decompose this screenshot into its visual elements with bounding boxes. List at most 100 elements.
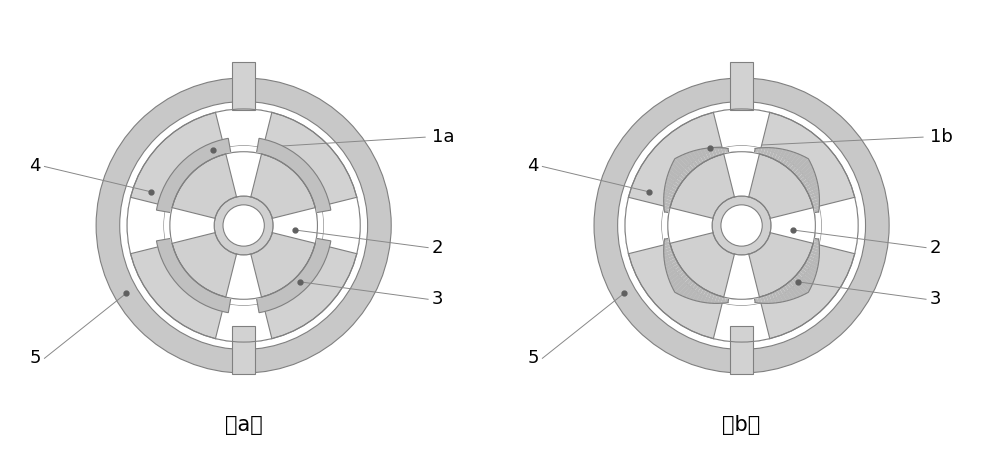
Wedge shape	[813, 241, 820, 246]
Wedge shape	[686, 152, 699, 167]
Wedge shape	[682, 153, 696, 169]
Wedge shape	[724, 151, 760, 197]
Wedge shape	[226, 254, 262, 300]
Wedge shape	[689, 151, 701, 166]
Bar	[232, 326, 255, 374]
Wedge shape	[760, 296, 765, 304]
Wedge shape	[256, 238, 331, 313]
Wedge shape	[763, 147, 769, 156]
Wedge shape	[664, 238, 670, 242]
Wedge shape	[774, 148, 783, 161]
Wedge shape	[805, 180, 818, 190]
Wedge shape	[663, 202, 671, 207]
Wedge shape	[802, 266, 816, 278]
Wedge shape	[711, 147, 717, 157]
Circle shape	[721, 205, 762, 246]
Text: 2: 2	[432, 239, 443, 257]
Circle shape	[214, 196, 273, 255]
Wedge shape	[663, 253, 674, 260]
Wedge shape	[624, 197, 664, 254]
Wedge shape	[679, 155, 694, 171]
Circle shape	[618, 101, 866, 350]
Text: 1b: 1b	[930, 128, 953, 146]
Circle shape	[120, 101, 368, 350]
Wedge shape	[785, 284, 797, 299]
Circle shape	[96, 78, 391, 373]
Wedge shape	[772, 147, 779, 159]
Wedge shape	[794, 276, 811, 292]
Wedge shape	[780, 150, 790, 164]
Circle shape	[223, 205, 264, 246]
Wedge shape	[693, 150, 704, 164]
Wedge shape	[792, 156, 808, 173]
Wedge shape	[810, 195, 820, 201]
Wedge shape	[792, 278, 808, 295]
Circle shape	[625, 109, 858, 342]
Wedge shape	[789, 280, 804, 296]
Wedge shape	[663, 191, 674, 198]
Wedge shape	[785, 152, 797, 167]
Wedge shape	[169, 207, 215, 244]
Circle shape	[164, 146, 323, 305]
Text: 5: 5	[527, 350, 539, 367]
Wedge shape	[813, 205, 820, 210]
Wedge shape	[787, 282, 801, 298]
Wedge shape	[665, 180, 678, 190]
Wedge shape	[215, 303, 272, 343]
Text: 3: 3	[930, 290, 941, 308]
Wedge shape	[766, 294, 772, 304]
Wedge shape	[666, 177, 680, 188]
Wedge shape	[664, 241, 670, 246]
Wedge shape	[808, 256, 819, 263]
Wedge shape	[757, 147, 762, 154]
Wedge shape	[215, 108, 272, 148]
Wedge shape	[806, 184, 819, 193]
Wedge shape	[669, 166, 685, 180]
Wedge shape	[777, 149, 787, 162]
Text: （a）: （a）	[225, 415, 263, 435]
Wedge shape	[156, 138, 231, 213]
Wedge shape	[663, 247, 672, 253]
Bar	[232, 62, 255, 110]
Wedge shape	[664, 188, 675, 195]
Wedge shape	[809, 191, 820, 198]
Wedge shape	[814, 209, 819, 213]
Circle shape	[712, 196, 771, 255]
Wedge shape	[789, 155, 804, 171]
Wedge shape	[772, 292, 779, 304]
Wedge shape	[669, 271, 685, 285]
Wedge shape	[664, 209, 670, 213]
Wedge shape	[667, 266, 682, 278]
Wedge shape	[272, 207, 318, 244]
Wedge shape	[810, 250, 820, 256]
Wedge shape	[794, 159, 811, 175]
Wedge shape	[664, 184, 677, 193]
Wedge shape	[707, 293, 714, 304]
Wedge shape	[811, 247, 820, 253]
Wedge shape	[803, 263, 817, 274]
Wedge shape	[803, 177, 817, 188]
Wedge shape	[663, 244, 671, 249]
Wedge shape	[713, 108, 770, 148]
Wedge shape	[760, 147, 765, 155]
Wedge shape	[718, 296, 723, 304]
Wedge shape	[757, 297, 762, 304]
Wedge shape	[671, 163, 687, 178]
Text: （b）: （b）	[722, 415, 761, 435]
Wedge shape	[766, 147, 772, 157]
Wedge shape	[226, 151, 262, 197]
Text: 4: 4	[527, 157, 539, 175]
Wedge shape	[805, 261, 818, 271]
Wedge shape	[667, 173, 682, 185]
Wedge shape	[704, 292, 712, 304]
Wedge shape	[682, 282, 696, 298]
Wedge shape	[700, 290, 709, 303]
Wedge shape	[754, 148, 758, 153]
Wedge shape	[796, 273, 812, 288]
Wedge shape	[664, 258, 677, 267]
Wedge shape	[812, 244, 820, 249]
Wedge shape	[671, 273, 687, 288]
Wedge shape	[693, 287, 704, 301]
Wedge shape	[126, 197, 166, 254]
Wedge shape	[321, 197, 361, 254]
